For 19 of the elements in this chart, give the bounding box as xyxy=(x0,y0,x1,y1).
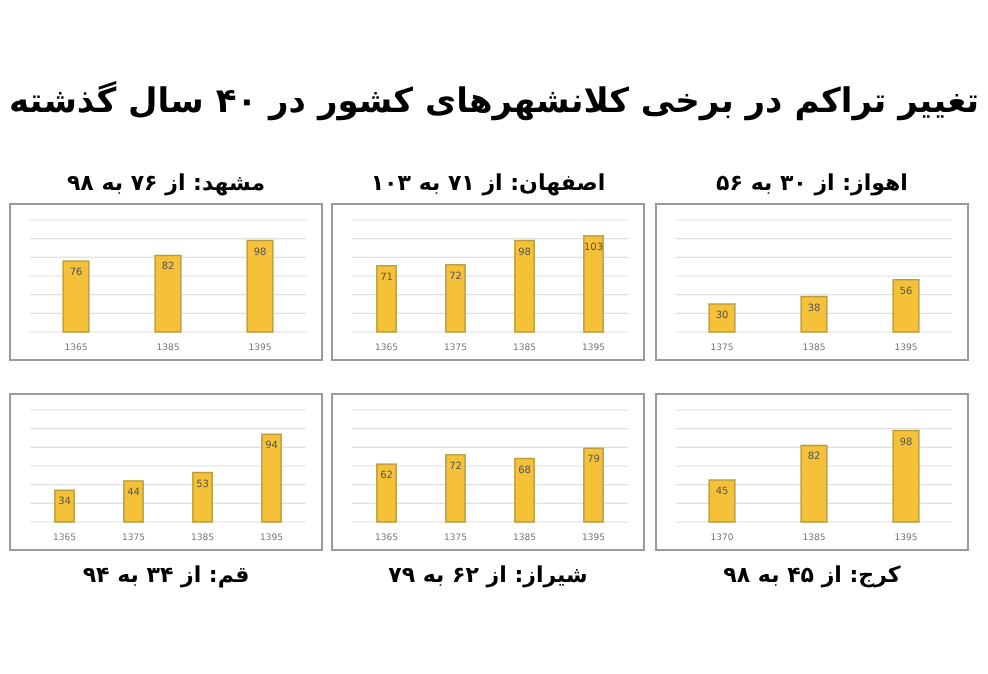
bar xyxy=(261,433,282,523)
bar xyxy=(192,471,213,523)
text: قم: از ۳۴ به ۹۴ xyxy=(82,562,250,588)
text: تغییر تراکم در برخی کلانشهرهای کشور در ۴۰ سال گذشته xyxy=(8,80,980,122)
bar xyxy=(376,265,397,333)
chart-title: اهواز: از ۳۰ به ۵۶ xyxy=(716,170,908,196)
bar xyxy=(54,489,75,523)
text: شیراز: از ۶۲ به ۷۹ xyxy=(388,562,588,588)
bar xyxy=(445,454,466,523)
bar xyxy=(376,463,397,523)
bar xyxy=(514,239,535,333)
chart-title: اصفهان: از ۷۱ به ۱۰۳ xyxy=(370,170,606,196)
bar xyxy=(583,447,604,523)
chart-title: مشهد: از ۷۶ به ۹۸ xyxy=(66,170,266,196)
bar xyxy=(583,235,604,333)
text: کرج: از ۴۵ به ۹۸ xyxy=(723,562,902,588)
bar xyxy=(123,480,144,523)
bar xyxy=(445,264,466,333)
bar xyxy=(514,457,535,523)
